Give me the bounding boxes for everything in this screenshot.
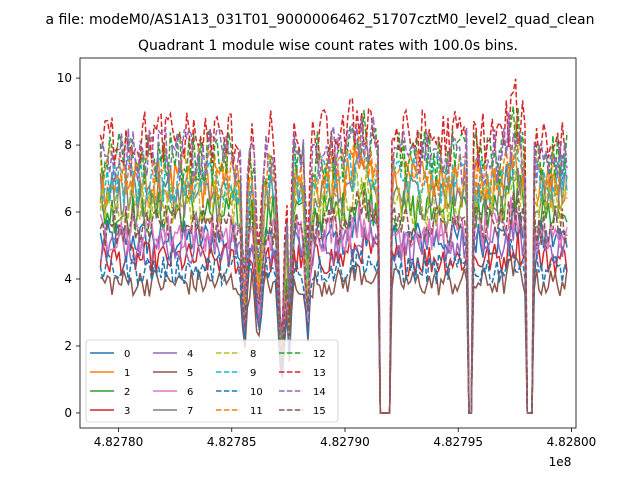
- y-tick-label: 4: [64, 272, 72, 286]
- y-tick-label: 0: [64, 406, 72, 420]
- series-line-8: [99, 168, 568, 414]
- x-axis: 4.82780 4.82785 4.82790 4.82795 4.82800: [94, 428, 597, 449]
- x-tick-label: 4.82780: [94, 435, 144, 449]
- legend-label: 14: [313, 387, 326, 398]
- y-axis: 0 2 4 6 8 10: [57, 71, 80, 420]
- legend-label: 10: [250, 387, 263, 398]
- x-tick-label: 4.82800: [547, 435, 597, 449]
- legend-label: 3: [124, 406, 130, 417]
- suptitle: a file: modeM0/AS1A13_031T01_9000006462_…: [46, 12, 595, 28]
- legend-label: 2: [124, 387, 130, 398]
- y-tick-label: 10: [57, 71, 72, 85]
- chart-title: Quadrant 1 module wise count rates with …: [138, 38, 518, 54]
- legend-label: 1: [124, 368, 130, 379]
- series-lines: [99, 78, 568, 414]
- y-tick-label: 6: [64, 205, 72, 219]
- legend-label: 11: [250, 406, 263, 417]
- x-tick-label: 4.82790: [320, 435, 370, 449]
- series-line-6: [99, 196, 568, 414]
- legend-label: 9: [250, 368, 256, 379]
- legend-label: 0: [124, 349, 130, 360]
- series-line-5: [99, 253, 568, 414]
- series-line-10: [99, 238, 568, 414]
- series-line-13: [99, 78, 568, 414]
- series-line-4: [99, 208, 568, 414]
- legend-label: 12: [313, 349, 326, 360]
- legend-label: 6: [187, 387, 193, 398]
- legend-label: 7: [187, 406, 193, 417]
- legend-label: 5: [187, 368, 193, 379]
- series-line-11: [99, 120, 568, 414]
- x-offset-label: 1e8: [549, 455, 572, 469]
- series-line-15: [99, 189, 568, 414]
- y-tick-label: 8: [64, 138, 72, 152]
- series-line-3: [99, 229, 568, 414]
- series-line-0: [99, 203, 568, 414]
- legend-box: [85, 339, 339, 423]
- legend-label: 4: [187, 349, 193, 360]
- legend-label: 15: [313, 406, 326, 417]
- y-tick-label: 2: [64, 339, 72, 353]
- legend-label: 8: [250, 349, 256, 360]
- axes-frame: [79, 57, 577, 429]
- x-tick-label: 4.82795: [433, 435, 483, 449]
- legend-label: 13: [313, 368, 326, 379]
- x-tick-label: 4.82785: [207, 435, 257, 449]
